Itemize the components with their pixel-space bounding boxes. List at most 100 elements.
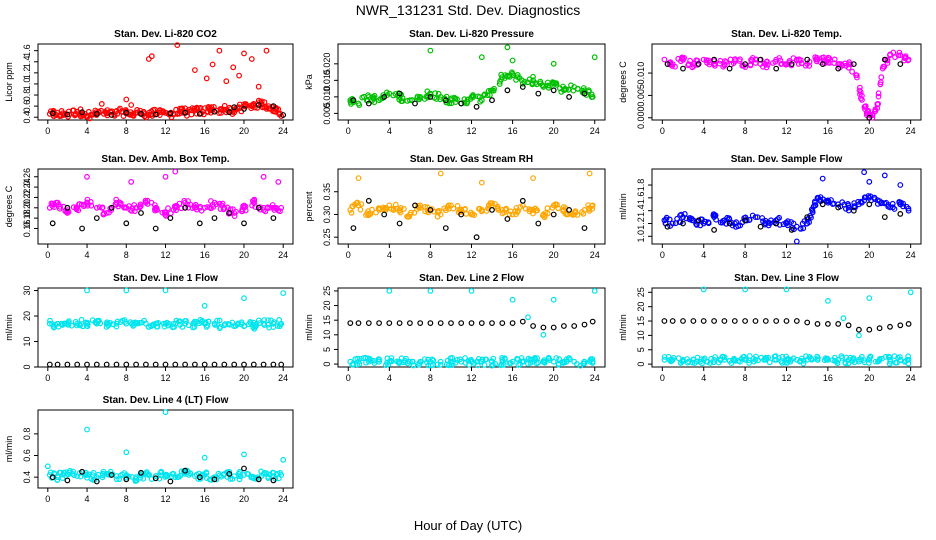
- data-point: [74, 361, 81, 368]
- data-point: [377, 205, 383, 212]
- data-point: [355, 320, 362, 327]
- data-point: [211, 215, 218, 222]
- data-point: [693, 221, 700, 228]
- data-point: [793, 238, 800, 245]
- data-point: [680, 220, 686, 227]
- x-tick-label: 20: [864, 373, 874, 383]
- x-tick-label: 8: [124, 373, 129, 383]
- x-tick-label: 0: [45, 250, 50, 260]
- data-point: [211, 108, 218, 115]
- data-point: [678, 55, 685, 62]
- data-point: [172, 203, 179, 210]
- y-axis-label: percent: [304, 191, 314, 222]
- data-point: [263, 47, 270, 54]
- data-point: [86, 471, 92, 478]
- data-point: [412, 202, 418, 209]
- data-point: [866, 178, 873, 185]
- x-tick-label: 16: [823, 126, 833, 136]
- data-point: [172, 168, 179, 175]
- y-tick-label: 1.6: [22, 44, 32, 57]
- y-tick-label: 10: [636, 330, 646, 340]
- y-tick-label: 0.30: [322, 206, 332, 224]
- data-point: [191, 67, 198, 73]
- data-point: [216, 317, 223, 324]
- data-point: [117, 472, 124, 479]
- data-point: [251, 104, 258, 111]
- x-tick-label: 12: [466, 126, 476, 136]
- data-point: [169, 324, 176, 331]
- data-point: [414, 93, 421, 100]
- data-point: [509, 57, 516, 64]
- data-point: [221, 361, 228, 368]
- data-point: [591, 54, 598, 61]
- data-point: [575, 85, 581, 92]
- data-point: [385, 361, 392, 368]
- data-point: [226, 210, 233, 216]
- x-tick-label: 0: [660, 250, 665, 260]
- data-point: [835, 65, 842, 72]
- data-point: [492, 201, 498, 207]
- data-point: [442, 97, 449, 104]
- data-point: [350, 97, 357, 104]
- data-point: [857, 91, 863, 98]
- data-point: [504, 44, 511, 51]
- data-point: [797, 225, 804, 232]
- data-point: [277, 470, 284, 476]
- data-point: [383, 89, 390, 96]
- data-point: [241, 295, 247, 302]
- x-tick-label: 20: [549, 250, 559, 260]
- data-point: [490, 361, 496, 368]
- data-point: [131, 202, 138, 208]
- y-tick-label: 1.6: [636, 192, 646, 205]
- series-colored: [46, 287, 287, 332]
- data-point: [798, 60, 805, 67]
- data-point: [56, 205, 63, 212]
- data-point: [113, 361, 120, 368]
- data-point: [226, 468, 233, 475]
- data-point: [255, 476, 262, 483]
- data-point: [695, 217, 702, 224]
- data-point: [241, 451, 247, 458]
- data-point: [586, 170, 593, 177]
- data-point: [93, 215, 100, 222]
- data-point: [258, 98, 265, 105]
- data-point: [196, 220, 203, 227]
- data-point: [386, 288, 393, 294]
- data-point: [130, 110, 137, 117]
- data-point: [519, 197, 526, 204]
- data-point: [427, 320, 434, 327]
- data-point: [153, 323, 160, 330]
- data-point: [163, 471, 170, 478]
- data-point: [875, 100, 881, 107]
- data-point: [663, 216, 669, 223]
- data-point: [742, 214, 749, 221]
- data-point: [535, 220, 542, 227]
- x-tick-label: 24: [906, 250, 916, 260]
- data-point: [875, 93, 882, 100]
- data-point: [153, 320, 160, 327]
- series-colored: [347, 170, 596, 221]
- data-point: [177, 472, 184, 479]
- x-tick-label: 4: [85, 126, 90, 136]
- data-point: [173, 202, 180, 209]
- data-point: [422, 203, 429, 210]
- x-tick-label: 24: [278, 126, 288, 136]
- data-point: [825, 298, 831, 304]
- data-point: [103, 210, 110, 216]
- data-point: [885, 353, 892, 360]
- data-point: [260, 207, 267, 214]
- data-point: [142, 361, 149, 368]
- y-tick-label: 0.22: [22, 189, 32, 207]
- data-point: [461, 99, 468, 106]
- data-point: [182, 204, 189, 211]
- data-point: [202, 320, 209, 327]
- data-point: [550, 296, 557, 303]
- data-point: [152, 475, 159, 482]
- data-point: [261, 317, 268, 323]
- data-point: [819, 201, 826, 208]
- data-point: [802, 62, 809, 69]
- data-point: [223, 78, 230, 85]
- data-point: [907, 289, 914, 296]
- data-point: [813, 56, 819, 63]
- y-tick-label: 25: [322, 286, 332, 296]
